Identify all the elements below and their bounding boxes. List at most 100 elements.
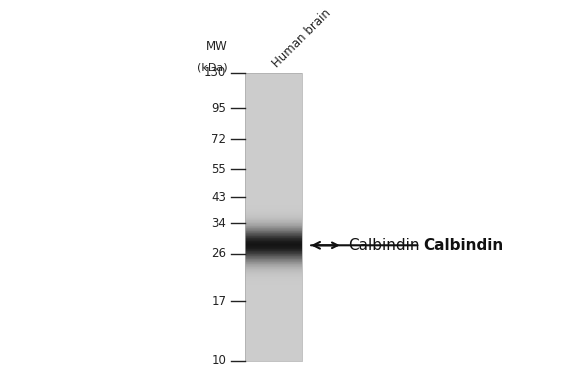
Bar xyxy=(245,212,303,213)
Bar xyxy=(245,158,303,159)
Bar xyxy=(245,329,303,330)
Bar xyxy=(245,247,303,248)
Bar xyxy=(245,106,303,107)
Bar xyxy=(245,285,303,286)
Bar xyxy=(245,148,303,149)
Bar xyxy=(245,311,303,312)
Bar xyxy=(245,306,303,307)
Bar xyxy=(245,128,303,129)
Bar xyxy=(245,181,303,182)
Bar xyxy=(245,117,303,118)
Bar xyxy=(245,258,303,259)
Bar xyxy=(245,203,303,204)
Text: 34: 34 xyxy=(211,217,226,230)
Bar xyxy=(245,147,303,148)
Bar xyxy=(245,354,303,355)
Bar xyxy=(245,153,303,154)
Bar xyxy=(245,240,303,241)
Bar xyxy=(245,318,303,319)
Bar xyxy=(245,294,303,295)
Bar xyxy=(245,142,303,143)
Bar xyxy=(245,350,303,351)
Bar xyxy=(245,345,303,346)
Bar xyxy=(245,301,303,302)
Bar xyxy=(245,262,303,263)
Bar xyxy=(245,267,303,268)
Bar xyxy=(245,223,303,224)
Bar xyxy=(245,178,303,179)
Bar xyxy=(245,214,303,215)
Bar xyxy=(245,115,303,116)
Bar xyxy=(245,125,303,126)
Text: (kDa): (kDa) xyxy=(197,63,228,73)
Bar xyxy=(245,326,303,327)
Bar xyxy=(245,320,303,321)
Bar xyxy=(245,334,303,335)
Bar xyxy=(245,112,303,113)
Bar xyxy=(245,215,303,216)
Text: MW: MW xyxy=(206,40,228,54)
Bar xyxy=(245,254,303,255)
Bar xyxy=(245,138,303,139)
Bar xyxy=(245,174,303,175)
Bar xyxy=(245,360,303,361)
Bar xyxy=(245,312,303,313)
Text: Calbindin: Calbindin xyxy=(313,238,503,253)
Bar xyxy=(245,131,303,132)
Bar xyxy=(245,143,303,144)
Bar xyxy=(245,97,303,98)
Bar xyxy=(245,82,303,83)
Bar xyxy=(245,284,303,285)
Bar xyxy=(245,346,303,347)
Bar xyxy=(245,120,303,121)
Bar xyxy=(245,286,303,287)
Bar xyxy=(245,319,303,320)
Bar xyxy=(245,332,303,333)
Bar xyxy=(245,100,303,101)
Bar xyxy=(245,234,303,235)
Bar xyxy=(245,277,303,278)
Bar xyxy=(245,323,303,324)
Bar xyxy=(245,269,303,270)
Bar xyxy=(245,245,303,246)
Bar xyxy=(245,349,303,350)
Bar xyxy=(245,352,303,353)
Bar xyxy=(245,102,303,103)
Bar xyxy=(245,304,303,305)
Bar xyxy=(245,344,303,345)
Bar xyxy=(245,73,303,74)
Bar xyxy=(245,268,303,269)
Bar xyxy=(245,281,303,282)
Bar xyxy=(245,119,303,120)
Text: 17: 17 xyxy=(211,295,226,308)
Bar xyxy=(245,256,303,257)
Bar xyxy=(245,327,303,328)
Bar xyxy=(245,248,303,249)
Bar xyxy=(245,83,303,84)
Bar xyxy=(245,272,303,273)
Bar xyxy=(245,289,303,290)
Bar xyxy=(245,185,303,186)
Bar xyxy=(245,133,303,134)
Bar xyxy=(245,243,303,244)
Bar xyxy=(245,316,303,317)
Bar xyxy=(245,94,303,95)
Bar xyxy=(245,75,303,76)
Bar xyxy=(245,208,303,209)
Bar xyxy=(245,150,303,151)
Bar xyxy=(245,261,303,262)
Bar xyxy=(245,313,303,314)
Bar xyxy=(245,283,303,284)
Bar xyxy=(245,81,303,82)
Bar xyxy=(245,270,303,271)
Bar xyxy=(245,129,303,130)
Bar xyxy=(245,154,303,155)
Bar xyxy=(245,260,303,261)
Bar xyxy=(245,123,303,124)
Bar xyxy=(245,219,303,220)
Bar xyxy=(245,122,303,123)
Bar xyxy=(245,188,303,189)
Bar xyxy=(245,252,303,253)
Bar xyxy=(245,273,303,274)
Bar xyxy=(245,205,303,206)
